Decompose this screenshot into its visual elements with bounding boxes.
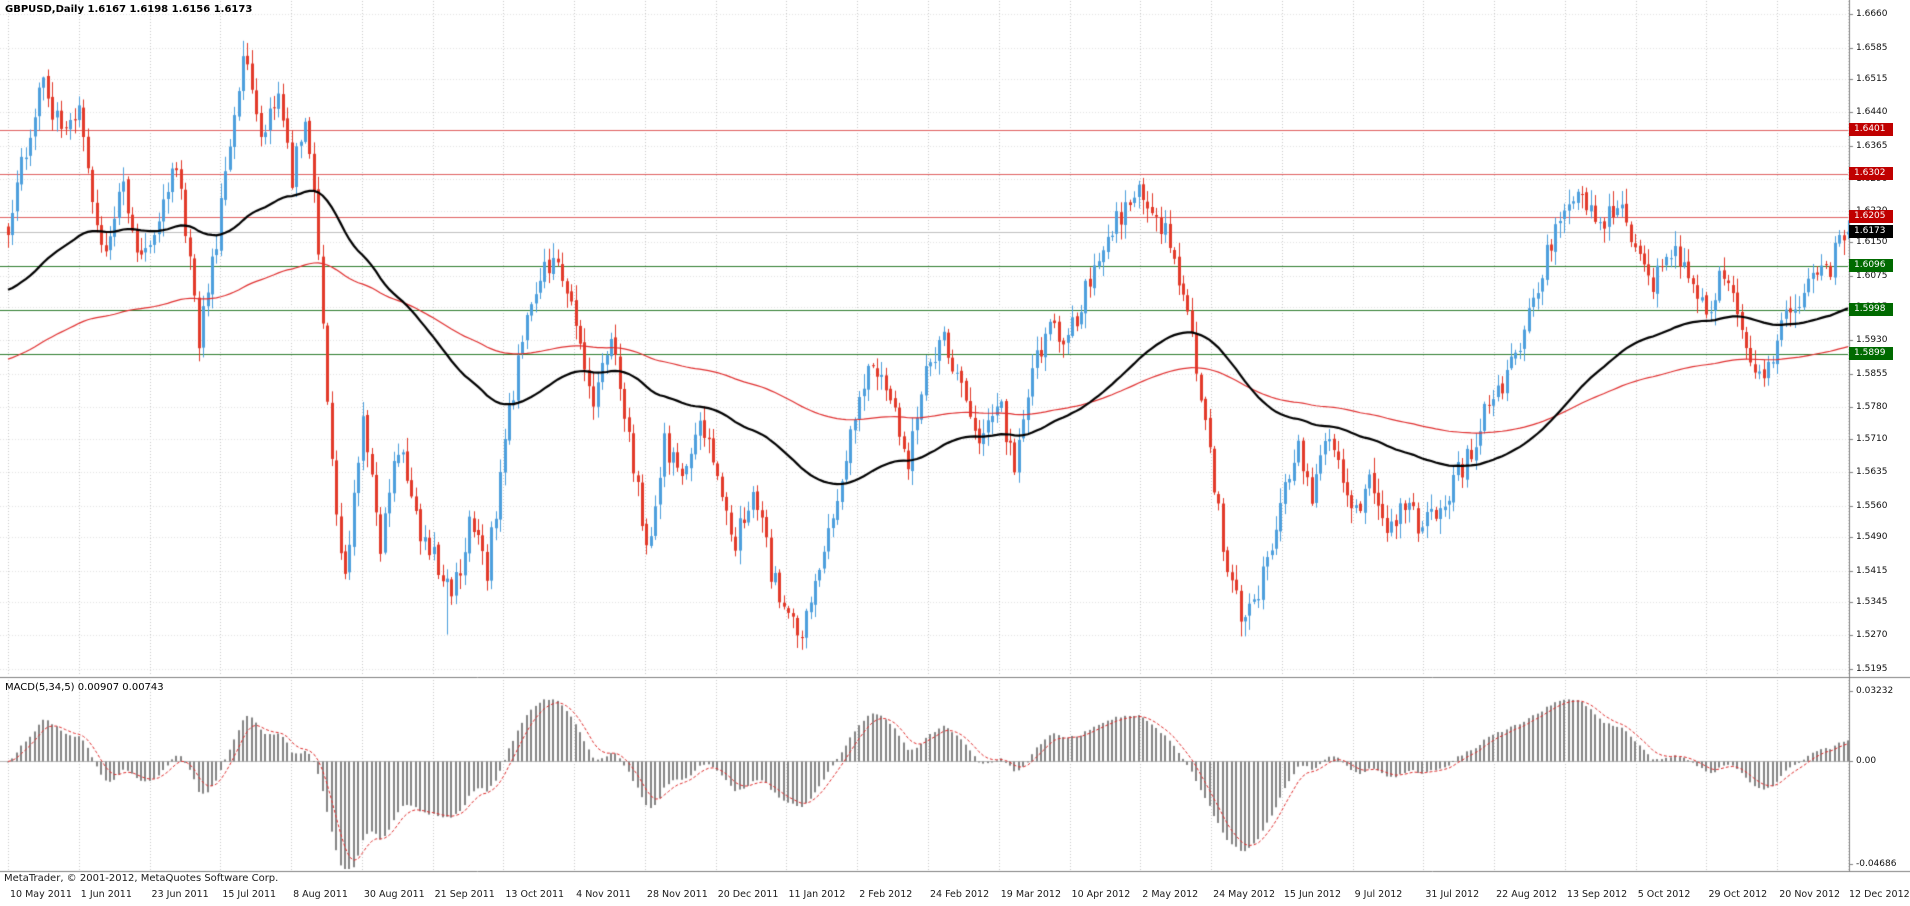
- price-tick-label: 1.6660: [1856, 9, 1888, 19]
- price-tick-label: 1.5930: [1856, 335, 1888, 346]
- date-label: 24 May 2012: [1213, 889, 1276, 900]
- date-label: 20 Dec 2011: [717, 889, 779, 900]
- price-tick-label: 1.5560: [1856, 500, 1888, 511]
- date-label: 21 Sep 2011: [434, 889, 495, 900]
- price-tick-label: 1.6075: [1856, 270, 1888, 281]
- price-tick-label: 1.5415: [1856, 565, 1888, 576]
- price-tick-label: 1.5780: [1856, 402, 1888, 413]
- symbol-ohlc-label: GBPUSD,Daily 1.6167 1.6198 1.6156 1.6173: [5, 4, 253, 15]
- date-label: 13 Oct 2011: [505, 889, 565, 900]
- date-label: 10 May 2011: [10, 889, 72, 900]
- date-label: 2 Feb 2012: [859, 889, 913, 900]
- date-label: 13 Sep 2012: [1566, 889, 1628, 900]
- price-tick-label: 1.5635: [1856, 467, 1888, 478]
- price-tick-label: 1.6365: [1856, 140, 1888, 151]
- date-label: 5 Oct 2012: [1637, 889, 1691, 900]
- level-badge[interactable]: 1.6205: [1849, 210, 1893, 224]
- date-label: 31 Jul 2012: [1425, 889, 1480, 900]
- date-label: 28 Nov 2011: [646, 889, 708, 900]
- price-tick-label: 1.5710: [1856, 433, 1888, 444]
- price-tick-label: 1.5345: [1856, 596, 1888, 607]
- date-label: 20 Nov 2012: [1779, 889, 1841, 900]
- date-label: 23 Jun 2011: [151, 889, 209, 900]
- macd-tick-label: 0.00: [1856, 756, 1877, 767]
- price-tick-label: 1.6440: [1856, 107, 1888, 118]
- price-tick-label: 1.6150: [1856, 237, 1888, 248]
- date-label: 15 Jun 2012: [1283, 889, 1341, 900]
- date-label: 22 Aug 2012: [1496, 889, 1557, 900]
- date-label: 10 Apr 2012: [1071, 889, 1131, 900]
- price-tick-label: 1.5490: [1856, 532, 1888, 543]
- date-label: 8 Aug 2011: [293, 889, 348, 900]
- macd-indicator-label: MACD(5,34,5) 0.00907 0.00743: [5, 682, 164, 693]
- price-tick-label: 1.6585: [1856, 42, 1888, 53]
- date-label: 9 Jul 2012: [1354, 889, 1403, 900]
- date-label: 15 Jul 2011: [222, 889, 277, 900]
- price-axis[interactable]: 1.66601.65851.65151.64401.63651.62901.62…: [0, 0, 1910, 872]
- copyright-label: MetaTrader, © 2001-2012, MetaQuotes Soft…: [4, 873, 279, 884]
- price-tick-label: 1.5855: [1856, 368, 1888, 379]
- date-label: 11 Jan 2012: [788, 889, 846, 900]
- macd-tick-label: 0.03232: [1856, 686, 1894, 697]
- date-label: 29 Oct 2012: [1708, 889, 1768, 900]
- level-badge[interactable]: 1.6302: [1849, 167, 1893, 181]
- price-tick-label: 1.6515: [1856, 73, 1888, 84]
- date-label: 12 Dec 2012: [1849, 889, 1910, 900]
- date-label: 30 Aug 2011: [363, 889, 425, 900]
- date-label: 24 Feb 2012: [930, 889, 990, 900]
- level-badge[interactable]: 1.5998: [1849, 302, 1893, 316]
- date-label: 2 May 2012: [1142, 889, 1199, 900]
- date-label: 19 Mar 2012: [1000, 889, 1061, 900]
- level-badge[interactable]: 1.6401: [1849, 122, 1893, 136]
- date-label: 1 Jun 2011: [80, 889, 132, 900]
- price-tick-label: 1.5270: [1856, 630, 1888, 641]
- price-tick-label: 1.5195: [1856, 664, 1888, 674]
- date-label: 4 Nov 2011: [576, 889, 631, 900]
- current-price-badge: 1.6173: [1849, 224, 1893, 238]
- macd-tick-label: -0.04686: [1856, 858, 1897, 869]
- level-badge[interactable]: 1.6096: [1849, 259, 1893, 273]
- level-badge[interactable]: 1.5899: [1849, 347, 1893, 361]
